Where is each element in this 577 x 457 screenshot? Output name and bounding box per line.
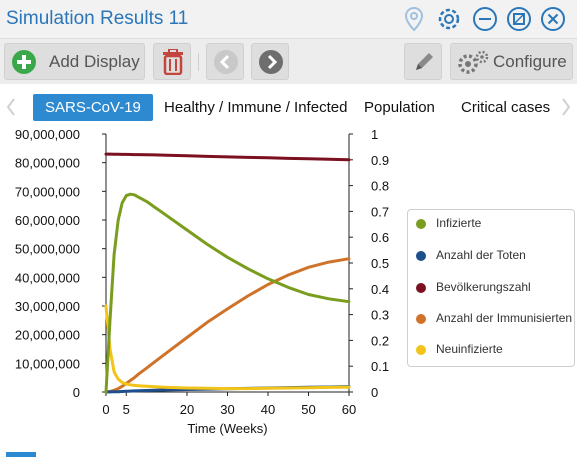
- toolbar: Add Display Configure: [0, 38, 577, 85]
- x-tick-label: 5: [123, 402, 130, 417]
- y2-tick-label: 0.1: [371, 359, 389, 374]
- legend-label: Infizierte: [436, 216, 482, 230]
- series-line-infizierte: [104, 192, 351, 394]
- next-panel-edge: [6, 452, 36, 457]
- legend-marker: [416, 219, 426, 229]
- add-display-label: Add Display: [49, 52, 140, 71]
- tab-scroll-left-icon[interactable]: [6, 97, 16, 122]
- x-tick-label: 20: [180, 402, 194, 417]
- y2-tick-label: 0.4: [371, 282, 389, 297]
- edit-button[interactable]: [404, 43, 442, 80]
- legend-label: Bevölkerungszahl: [436, 280, 531, 294]
- minimize-icon[interactable]: [472, 6, 498, 37]
- tab-scroll-right-icon[interactable]: [561, 97, 571, 122]
- x-axis-title: Time (Weeks): [187, 421, 267, 436]
- y2-tick-label: 0.7: [371, 204, 389, 219]
- legend-marker: [416, 251, 426, 261]
- legend-marker: [416, 283, 426, 293]
- x-tick-label: 50: [301, 402, 315, 417]
- y2-tick-label: 0.5: [371, 256, 389, 271]
- y-tick-label: 70,000,000: [15, 184, 80, 199]
- y-tick-label: 50,000,000: [15, 242, 80, 257]
- y-tick-label: 90,000,000: [15, 128, 80, 142]
- close-icon[interactable]: [540, 6, 566, 37]
- y-tick-label: 10,000,000: [15, 356, 80, 371]
- chevron-left-icon: [213, 49, 239, 80]
- chart-legend: Infizierte Anzahl der Toten Bevölkerungs…: [407, 209, 575, 367]
- x-tick-label: 60: [342, 402, 356, 417]
- series-line-bev-lkerungszahl: [104, 152, 351, 162]
- line-chart: 0 10,000,000 20,000,000 30,000,000 40,000,00…: [15, 128, 389, 436]
- maximize-icon[interactable]: [506, 6, 532, 37]
- legend-label: Anzahl der Toten: [436, 248, 526, 262]
- window-title: Simulation Results 11: [6, 8, 189, 29]
- y2-tick-label: 0.8: [371, 179, 389, 194]
- y2-tick-label: 0.2: [371, 333, 389, 348]
- y2-tick-label: 0.3: [371, 308, 389, 323]
- legend-label: Neuinfizierte: [436, 342, 503, 356]
- y2-tick-label: 0.9: [371, 153, 389, 168]
- location-pin-icon[interactable]: [403, 6, 425, 37]
- series-line-neuinfizierte: [104, 304, 351, 391]
- tab-bar: SARS-CoV-19 Healthy / Immune / Infected …: [0, 84, 577, 128]
- y2-tick-label: 0: [371, 385, 378, 400]
- title-bar: Simulation Results 11: [0, 0, 577, 38]
- tab-critical-cases[interactable]: Critical cases: [461, 99, 551, 116]
- trash-icon: [161, 48, 185, 80]
- legend-marker: [416, 314, 426, 324]
- x-tick-label: 0: [102, 402, 109, 417]
- y2-tick-label: 0.6: [371, 230, 389, 245]
- y2-tick-label: 1: [371, 128, 378, 142]
- toolbar-divider: [198, 53, 199, 71]
- gears-icon: [456, 49, 490, 80]
- tab-sars-cov-19[interactable]: SARS-CoV-19: [33, 94, 153, 121]
- x-tick-label: 40: [261, 402, 275, 417]
- y-tick-label: 60,000,000: [15, 213, 80, 228]
- gear-icon[interactable]: [436, 6, 462, 37]
- pencil-icon: [411, 49, 437, 80]
- y-tick-label: 80,000,000: [15, 156, 80, 171]
- delete-button[interactable]: [153, 43, 191, 80]
- y-tick-label: 20,000,000: [15, 328, 80, 343]
- series-line-anzahl-der-immunisierten: [104, 257, 351, 394]
- previous-button[interactable]: [206, 43, 244, 80]
- tab-healthy-immune-infected[interactable]: Healthy / Immune / Infected: [164, 99, 348, 116]
- legend-label: Anzahl der Immunisierten: [436, 311, 573, 325]
- y-tick-label: 0: [73, 385, 80, 400]
- chevron-right-icon: [258, 49, 284, 80]
- next-button[interactable]: [251, 43, 289, 80]
- tab-population[interactable]: Population: [364, 99, 435, 116]
- configure-button[interactable]: Configure: [450, 43, 573, 80]
- y-tick-label: 30,000,000: [15, 299, 80, 314]
- y-tick-label: 40,000,000: [15, 270, 80, 285]
- add-display-button[interactable]: Add Display: [4, 43, 145, 80]
- configure-label: Configure: [493, 52, 567, 71]
- x-tick-label: 30: [220, 402, 234, 417]
- plus-icon: [11, 49, 37, 80]
- legend-marker: [416, 345, 426, 355]
